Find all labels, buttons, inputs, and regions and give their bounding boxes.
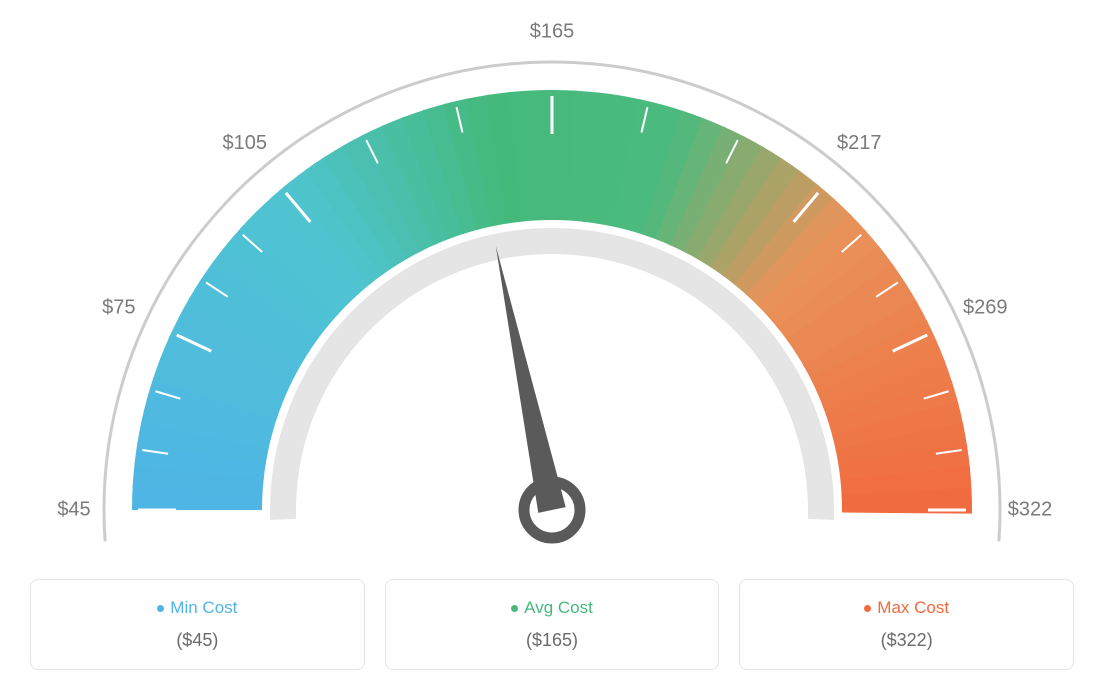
legend-avg-dot bbox=[511, 605, 518, 612]
legend-card-max: Max Cost ($322) bbox=[739, 579, 1074, 670]
legend-avg-value: ($165) bbox=[396, 630, 709, 651]
svg-text:$75: $75 bbox=[102, 296, 135, 318]
cost-gauge: $45 $75 $105 $165 $217 $269 $322 bbox=[52, 10, 1052, 570]
svg-text:$322: $322 bbox=[1008, 498, 1052, 520]
legend-min-title: Min Cost bbox=[41, 598, 354, 618]
svg-text:$105: $105 bbox=[222, 132, 267, 154]
svg-text:$269: $269 bbox=[963, 296, 1008, 318]
legend-max-title: Max Cost bbox=[750, 598, 1063, 618]
gauge-svg: $45 $75 $105 $165 $217 $269 $322 bbox=[52, 10, 1052, 570]
legend-max-value: ($322) bbox=[750, 630, 1063, 651]
legend-row: Min Cost ($45) Avg Cost ($165) Max Cost … bbox=[30, 579, 1074, 670]
svg-text:$165: $165 bbox=[530, 20, 575, 42]
legend-min-label: Min Cost bbox=[170, 598, 237, 617]
legend-avg-title: Avg Cost bbox=[396, 598, 709, 618]
legend-card-min: Min Cost ($45) bbox=[30, 579, 365, 670]
legend-min-dot bbox=[157, 605, 164, 612]
legend-max-dot bbox=[864, 605, 871, 612]
legend-min-value: ($45) bbox=[41, 630, 354, 651]
legend-avg-label: Avg Cost bbox=[524, 598, 593, 617]
legend-max-label: Max Cost bbox=[877, 598, 949, 617]
legend-card-avg: Avg Cost ($165) bbox=[385, 579, 720, 670]
svg-text:$45: $45 bbox=[57, 498, 90, 520]
svg-text:$217: $217 bbox=[837, 132, 882, 154]
